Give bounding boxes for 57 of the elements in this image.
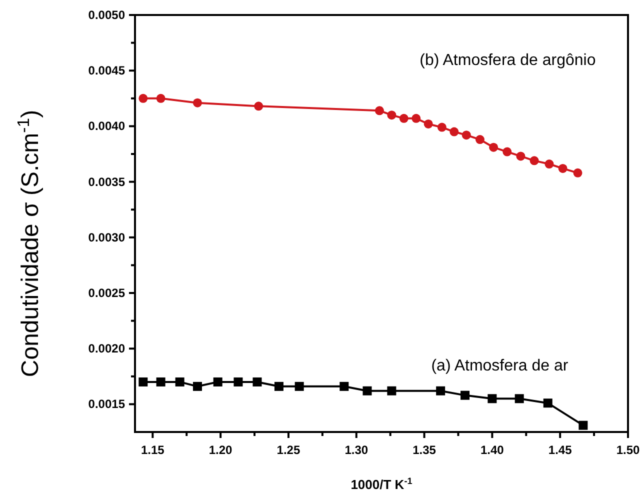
x-tick-label: 1.20: [208, 443, 233, 457]
point: [175, 377, 184, 386]
point: [462, 130, 471, 140]
point: [450, 127, 459, 136]
y-tick-label: 0.0025: [88, 286, 126, 300]
point: [156, 377, 166, 386]
point: [573, 168, 582, 178]
point: [192, 98, 202, 108]
point: [558, 164, 568, 173]
point: [362, 386, 372, 396]
point: [192, 382, 202, 391]
y-tick-label: 0.0035: [88, 174, 126, 189]
x-tick-label: 1.35: [412, 443, 436, 457]
point: [294, 382, 304, 391]
point: [543, 398, 552, 408]
y-tick-label: 0.0015: [88, 397, 126, 412]
point: [514, 394, 524, 404]
point: [234, 377, 243, 386]
y-tick-label: 0.0045: [88, 64, 126, 78]
y-tick-label: 0.0020: [88, 342, 126, 356]
point: [475, 135, 484, 144]
x-tick-label: 1.40: [480, 443, 504, 457]
x-tick-label: 1.15: [140, 443, 165, 457]
point: [489, 142, 498, 152]
point: [436, 386, 446, 396]
x-tick-label: 1.25: [276, 443, 300, 457]
point: [387, 386, 396, 396]
y-tick-label: 0.0040: [88, 119, 126, 134]
point: [387, 110, 396, 120]
point: [530, 156, 539, 166]
y-tick-label: 0.0030: [88, 230, 126, 244]
x-tick-label: 1.45: [548, 443, 572, 457]
point: [213, 377, 222, 386]
point: [138, 377, 148, 386]
point: [460, 390, 470, 400]
point: [412, 114, 421, 123]
point: [274, 382, 284, 391]
point: [254, 102, 264, 111]
point: [437, 122, 446, 132]
point: [156, 94, 166, 103]
point: [516, 152, 526, 161]
y-tick-label: 0.0050: [88, 8, 126, 22]
text: (b) Atmosfera de argônio: [420, 52, 596, 69]
point: [424, 119, 433, 128]
point: [399, 114, 408, 123]
point: [502, 147, 512, 156]
point: [340, 382, 349, 391]
x-axis-title: 1000/T K$^{-1}$: [350, 476, 412, 492]
point: [544, 160, 554, 169]
series-label: (a) Atmosfera de ar: [431, 357, 569, 374]
point: [578, 420, 588, 430]
point: [252, 377, 262, 386]
x-tick-label: 1.30: [344, 443, 368, 457]
point: [138, 94, 148, 103]
point: [374, 106, 384, 116]
x-tick-label: 1.50: [616, 443, 640, 457]
point: [488, 394, 497, 404]
